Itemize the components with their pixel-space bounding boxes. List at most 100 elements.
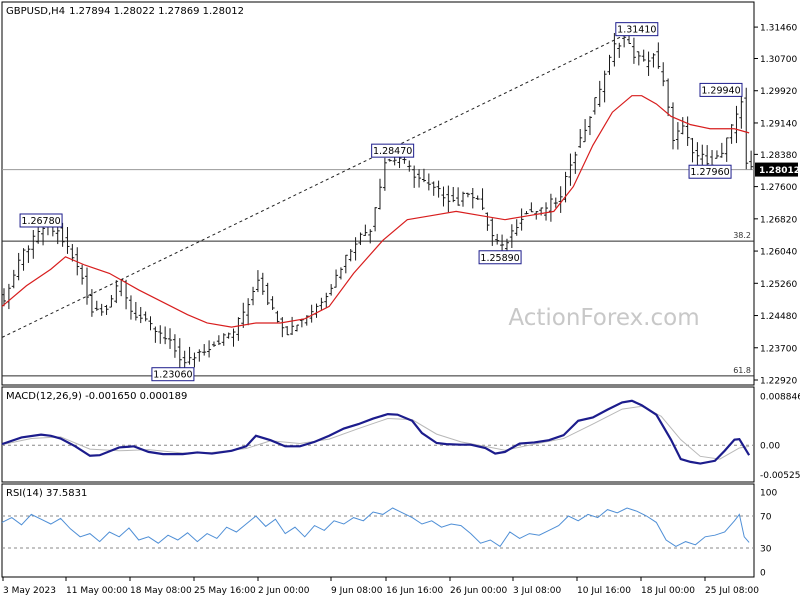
price-label-text: 1.27960: [690, 167, 729, 178]
price-bar: [158, 325, 163, 344]
y-tick-label: 1.28380: [760, 151, 797, 161]
price-bar: [70, 244, 75, 262]
price-label-box: [151, 367, 195, 382]
price-bar: [26, 245, 31, 263]
price-bar: [275, 310, 280, 323]
price-bar: [456, 187, 461, 206]
price-bar: [202, 344, 207, 356]
current-price-tag: [755, 162, 798, 177]
x-tick-label: 9 Jun 08:00: [331, 586, 383, 596]
x-tick-label: 18 May 08:00: [130, 586, 192, 596]
price-bar: [265, 282, 270, 306]
price-bar: [382, 157, 387, 191]
price-bar: [65, 226, 70, 254]
rsi-pane: [1, 483, 755, 578]
price-bar: [534, 211, 539, 220]
watermark: ActionForex.com: [508, 305, 699, 331]
price-bar: [251, 286, 256, 306]
price-bar: [641, 49, 646, 62]
price-label-box: [688, 164, 732, 179]
x-tick-label: 3 May 2023: [3, 586, 56, 596]
price-label-text: 1.23060: [153, 370, 192, 381]
price-bar: [236, 317, 241, 341]
price-bar: [187, 346, 192, 365]
y-tick-label: 1.25260: [760, 280, 797, 290]
price-bar: [387, 158, 392, 162]
price-bar: [104, 304, 109, 315]
price-bar: [319, 297, 324, 310]
ohlc-readout: 1.27894 1.28022 1.27869 1.28012: [69, 6, 244, 17]
price-bar: [573, 151, 578, 174]
price-bar: [461, 191, 466, 207]
price-bar: [197, 349, 202, 362]
fib-level-label: 38.2: [733, 231, 751, 240]
price-bar: [417, 169, 422, 188]
y-tick-label: 1.29920: [760, 87, 797, 97]
price-bar: [548, 193, 553, 222]
price-bar: [392, 157, 397, 166]
price-bar: [192, 352, 197, 368]
x-tick-label: 10 Jul 16:00: [577, 586, 631, 596]
macd-y-tick-label: 0.00: [760, 442, 780, 452]
price-bar: [749, 150, 754, 170]
y-tick-label: 1.24480: [760, 312, 797, 322]
price-bar: [421, 168, 426, 183]
price-label-text: 1.25890: [480, 253, 519, 264]
y-tick-label: 1.27600: [760, 183, 797, 193]
macd-pane: [1, 386, 755, 483]
price-bar: [138, 306, 143, 324]
price-bar: [631, 37, 636, 64]
price-bar: [519, 208, 524, 231]
price-bar: [80, 264, 85, 285]
y-tick-label: 1.26040: [760, 248, 797, 258]
price-label-text: 1.28470: [373, 146, 412, 157]
price-bar: [343, 254, 348, 274]
price-bar: [221, 333, 226, 346]
price-bar: [524, 211, 529, 215]
price-bar: [607, 54, 612, 75]
price-bar: [255, 270, 260, 293]
x-tick-label: 25 Jul 08:00: [705, 586, 759, 596]
price-bar: [490, 218, 495, 246]
price-bar: [168, 328, 173, 349]
price-bar: [739, 95, 744, 129]
price-bar: [500, 234, 505, 252]
y-tick-label: 1.31460: [760, 24, 797, 34]
price-bar: [348, 248, 353, 262]
x-tick-label: 25 May 16:00: [194, 586, 256, 596]
price-bar: [656, 42, 661, 69]
price-bar: [172, 334, 177, 358]
price-bar: [378, 178, 382, 210]
macd-line: [1, 399, 751, 465]
price-bar: [216, 335, 221, 346]
price-label: 1.23060: [151, 367, 195, 382]
y-tick-label: 1.29140: [760, 119, 797, 129]
price-bar: [31, 229, 36, 259]
price-bar: [431, 181, 436, 196]
price-bar: [426, 173, 431, 191]
price-bar: [329, 284, 334, 296]
price-label: 1.27960: [688, 164, 732, 179]
price-bar: [290, 316, 295, 335]
price-label-box: [19, 213, 63, 228]
price-bar: [719, 142, 724, 158]
macd-plot: [1, 399, 754, 465]
y-tick-label: 1.23700: [760, 344, 797, 354]
price-bar: [480, 188, 485, 211]
price-bar: [324, 292, 329, 308]
rsi-y-tick-label: 0: [760, 569, 766, 579]
price-label: 1.26780: [19, 213, 63, 228]
price-bar: [211, 341, 216, 347]
x-tick-label: 11 May 00:00: [66, 586, 128, 596]
price-bar: [670, 102, 675, 150]
price-bar: [451, 186, 456, 203]
rsi-y-tick-label: 30: [760, 545, 772, 555]
price-bar: [485, 212, 490, 231]
price-bar: [163, 326, 168, 345]
price-bar: [617, 42, 622, 58]
price-label: 1.29940: [699, 82, 743, 97]
price-bar: [2, 288, 6, 307]
rsi-y-tick-label: 70: [760, 513, 772, 523]
price-bar: [412, 165, 417, 188]
